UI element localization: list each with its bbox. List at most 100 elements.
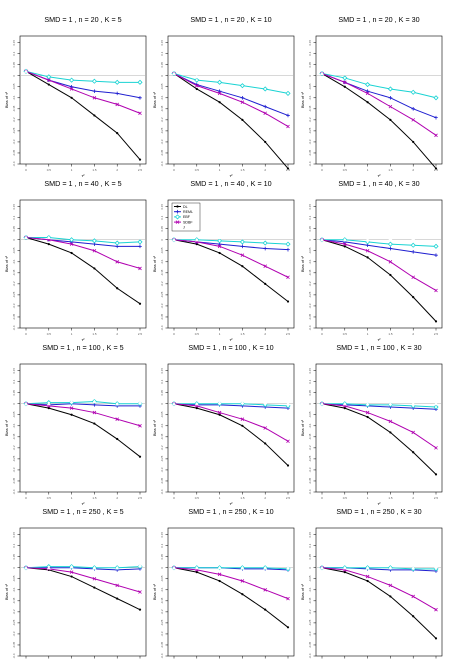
y-tick-label: -0.35 — [12, 149, 16, 156]
point-sdbf — [263, 111, 267, 116]
point-j — [175, 225, 180, 229]
x-tick-label: 1.5 — [92, 168, 97, 172]
point-sdbf — [286, 124, 290, 129]
point-ebf — [239, 83, 245, 89]
chart-panel: SMD = 1 , n = 40 , K = 5 0.15 0.1 0.05 0 -0.0… — [4, 179, 147, 342]
point-ebf — [46, 74, 52, 80]
point-sdbf — [434, 133, 438, 138]
y-tick-label: 0.15 — [160, 531, 164, 537]
point-ebf — [433, 404, 439, 410]
point-j — [320, 71, 324, 76]
x-tick-label: 2.5 — [434, 496, 439, 500]
point-j — [92, 565, 97, 570]
y-tick-label: -0.3 — [160, 631, 164, 636]
y-tick-label: 0 — [308, 239, 312, 241]
series-line-j — [322, 67, 436, 74]
x-tick-label: 2 — [116, 496, 118, 500]
x-tick-label: 0 — [173, 168, 175, 172]
point-dl — [93, 586, 96, 589]
point-dl — [116, 597, 119, 600]
y-tick-label: 0.05 — [308, 390, 312, 396]
x-tick-label: 2.5 — [286, 168, 291, 172]
x-axis-label: τ² — [230, 173, 234, 178]
y-tick-label: -0.2 — [160, 445, 164, 450]
y-tick-label: 0.15 — [12, 39, 16, 45]
x-axis-label: τ² — [82, 173, 86, 178]
x-tick-label: 0 — [321, 332, 323, 336]
x-tick-label: 0.5 — [47, 168, 52, 172]
x-tick-label: 2.5 — [138, 168, 143, 172]
y-axis-label: Bias of τ² — [152, 419, 157, 436]
point-sdbf — [434, 288, 438, 293]
point-sdbf — [115, 102, 119, 107]
point-dl — [412, 140, 415, 144]
y-tick-label: 0.15 — [12, 367, 16, 373]
panel-title: SMD = 1 , n = 20 , K = 30 — [338, 15, 419, 24]
y-tick-label: -0.25 — [160, 619, 164, 626]
y-tick-label: -0.35 — [160, 641, 164, 648]
y-tick-label: -0.25 — [12, 455, 16, 462]
y-tick-label: -0.35 — [160, 313, 164, 320]
point-dl — [93, 114, 96, 117]
x-tick-label: 1 — [71, 168, 73, 172]
point-j — [217, 400, 222, 405]
x-tick-label: 1.5 — [92, 332, 97, 336]
point-j — [217, 565, 222, 570]
point-dl — [366, 101, 369, 104]
point-dl — [389, 595, 392, 598]
plot-frame — [19, 199, 147, 329]
y-tick-label: 0 — [12, 239, 16, 241]
point-dl — [70, 96, 73, 99]
series-line-dl — [173, 567, 289, 628]
y-tick-label: -0.1 — [160, 95, 164, 100]
y-tick-label: 0.05 — [12, 390, 16, 396]
y-tick-label: 0.1 — [308, 51, 312, 55]
point-j — [434, 64, 438, 69]
point-j — [240, 235, 245, 240]
y-tick-label: -0.35 — [12, 477, 16, 484]
point-j — [240, 67, 245, 71]
x-tick-label: 0.5 — [47, 496, 52, 500]
point-j — [46, 69, 51, 73]
point-j — [434, 401, 438, 406]
panel-title: SMD = 1 , n = 250 , K = 30 — [336, 507, 421, 516]
series-line-j — [174, 67, 288, 77]
point-j — [24, 69, 28, 73]
point-dl — [434, 320, 438, 323]
y-tick-label: 0.1 — [12, 51, 16, 55]
x-tick-label: 1 — [71, 496, 73, 500]
x-tick-label: 1.5 — [240, 168, 245, 172]
y-tick-label: -0.35 — [160, 149, 164, 156]
panel-title: SMD = 1 , n = 250 , K = 10 — [188, 507, 273, 516]
plot-frame — [315, 199, 443, 329]
y-tick-label: -0.1 — [308, 587, 312, 592]
point-sdbf — [217, 572, 222, 577]
point-reml — [411, 250, 415, 254]
point-reml — [240, 95, 245, 100]
point-dl — [264, 140, 267, 144]
chart-panel: SMD = 1 , n = 40 , K = 30 0.15 0.1 0.05 0 -0.… — [300, 179, 443, 342]
y-tick-label: -0.2 — [308, 117, 312, 122]
y-tick-label: -0.15 — [308, 269, 312, 276]
x-tick-label: 0.5 — [195, 332, 200, 336]
x-tick-label: 0 — [321, 168, 323, 172]
point-dl — [138, 608, 142, 611]
y-tick-label: 0.15 — [12, 203, 16, 209]
point-reml — [217, 89, 222, 93]
point-sdbf — [343, 242, 347, 246]
point-ebf — [114, 79, 120, 85]
y-tick-label: 0.05 — [160, 226, 164, 232]
x-tick-label: 0 — [25, 496, 27, 500]
series-line-reml — [173, 403, 289, 409]
y-tick-label: 0 — [12, 403, 16, 405]
point-j — [172, 401, 176, 406]
panel-title: SMD = 1 , n = 100 , K = 5 — [42, 343, 123, 352]
point-j — [342, 71, 347, 76]
point-dl — [343, 407, 346, 410]
point-dl — [389, 118, 392, 121]
point-sdbf — [92, 576, 97, 581]
series-line-dl — [25, 237, 141, 305]
point-ebf — [217, 79, 223, 85]
point-ebf — [433, 95, 439, 101]
x-tick-label: 1.5 — [388, 168, 393, 172]
